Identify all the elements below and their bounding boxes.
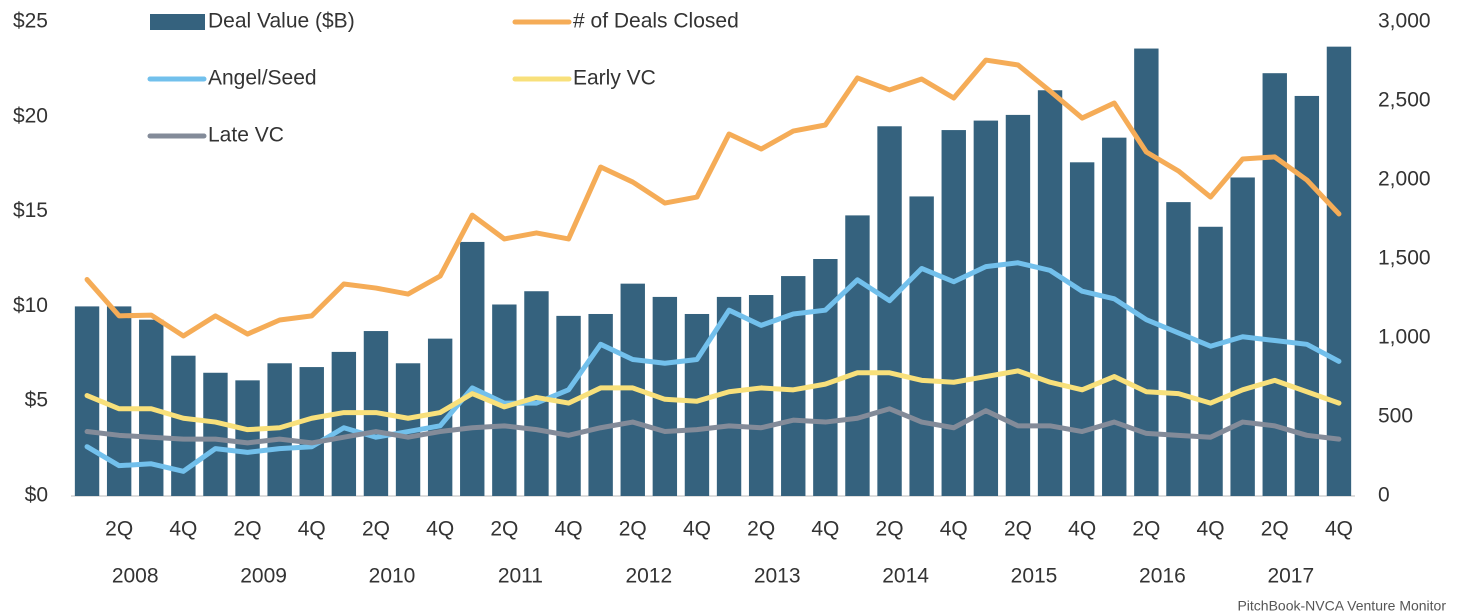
x-tick-label: 2Q [1004,518,1032,541]
bar [748,295,774,496]
x-tick-label: 4Q [169,518,197,541]
x-tick-label: 2Q [362,518,390,541]
y-tick-label: $20 [13,104,48,127]
year-label: 2009 [240,565,287,588]
bar [1294,95,1320,496]
y-tick-label: $0 [25,484,48,507]
x-tick-label: 4Q [1325,518,1353,541]
bar [813,259,838,496]
bar [1198,226,1223,496]
bar [524,291,549,496]
x-tick-label: 4Q [426,518,454,541]
y-tick-label: $25 [13,10,48,33]
legend-label: Deal Value ($B) [208,10,355,33]
y-tick-label: $10 [13,294,48,317]
bar [845,215,870,496]
x-tick-label: 4Q [811,518,839,541]
bar [877,126,902,496]
y-tick-label: $5 [25,389,48,412]
legend-label: # of Deals Closed [573,10,739,33]
legend-label: Early VC [573,67,656,90]
bar [1102,137,1127,496]
year-label: 2012 [625,565,672,588]
legend-swatch [150,14,205,30]
bar [171,355,196,496]
y2-tick-label: 1,000 [1378,326,1431,349]
x-tick-label: 2Q [234,518,262,541]
year-label: 2014 [882,565,929,588]
x-tick-label: 4Q [683,518,711,541]
bar [684,313,710,496]
x-tick-label: 2Q [1261,518,1289,541]
bar [460,241,485,496]
year-label: 2016 [1139,565,1186,588]
y2-tick-label: 500 [1378,405,1413,428]
x-tick-label: 2Q [619,518,647,541]
bar [973,120,999,496]
bar [556,315,581,496]
bar [235,380,260,496]
bar [1069,162,1095,496]
x-tick-label: 4Q [940,518,968,541]
x-tick-label: 4Q [298,518,326,541]
x-tick-label: 2Q [876,518,904,541]
bar [1037,90,1063,497]
year-label: 2008 [112,565,159,588]
source: PitchBook-NVCA Venture Monitor [1237,598,1446,614]
year-label: 2015 [1011,565,1058,588]
y-tick-label: $15 [13,199,48,222]
bar [331,351,357,496]
year-label: 2013 [754,565,801,588]
y2-tick-label: 2,000 [1378,168,1431,191]
bar [1326,46,1352,496]
x-tick-label: 4Q [555,518,583,541]
y2-tick-label: 3,000 [1378,10,1431,33]
x-tick-label: 2Q [1132,518,1160,541]
bar [1005,114,1031,497]
legend-label: Late VC [208,124,284,147]
x-tick-label: 2Q [105,518,133,541]
bar [1166,202,1191,496]
bar [588,313,613,496]
bar [941,130,966,496]
x-tick-label: 2Q [747,518,775,541]
line-series [84,368,1342,433]
line-series [84,406,1342,446]
bar [299,367,324,496]
y2-tick-label: 1,500 [1378,247,1431,270]
line-series [84,260,1342,474]
year-label: 2010 [369,565,416,588]
bar [909,196,934,496]
line-series [84,57,1342,339]
x-tick-label: 2Q [490,518,518,541]
bar [1262,73,1287,496]
bar [1134,48,1159,496]
y2-tick-label: 2,500 [1378,89,1431,112]
year-label: 2017 [1267,565,1314,588]
legend-label: Angel/Seed [208,67,317,90]
x-tick-label: 4Q [1068,518,1096,541]
x-tick-label: 4Q [1197,518,1225,541]
bar [203,372,228,496]
year-label: 2011 [498,565,543,588]
y2-tick-label: 0 [1378,484,1390,507]
